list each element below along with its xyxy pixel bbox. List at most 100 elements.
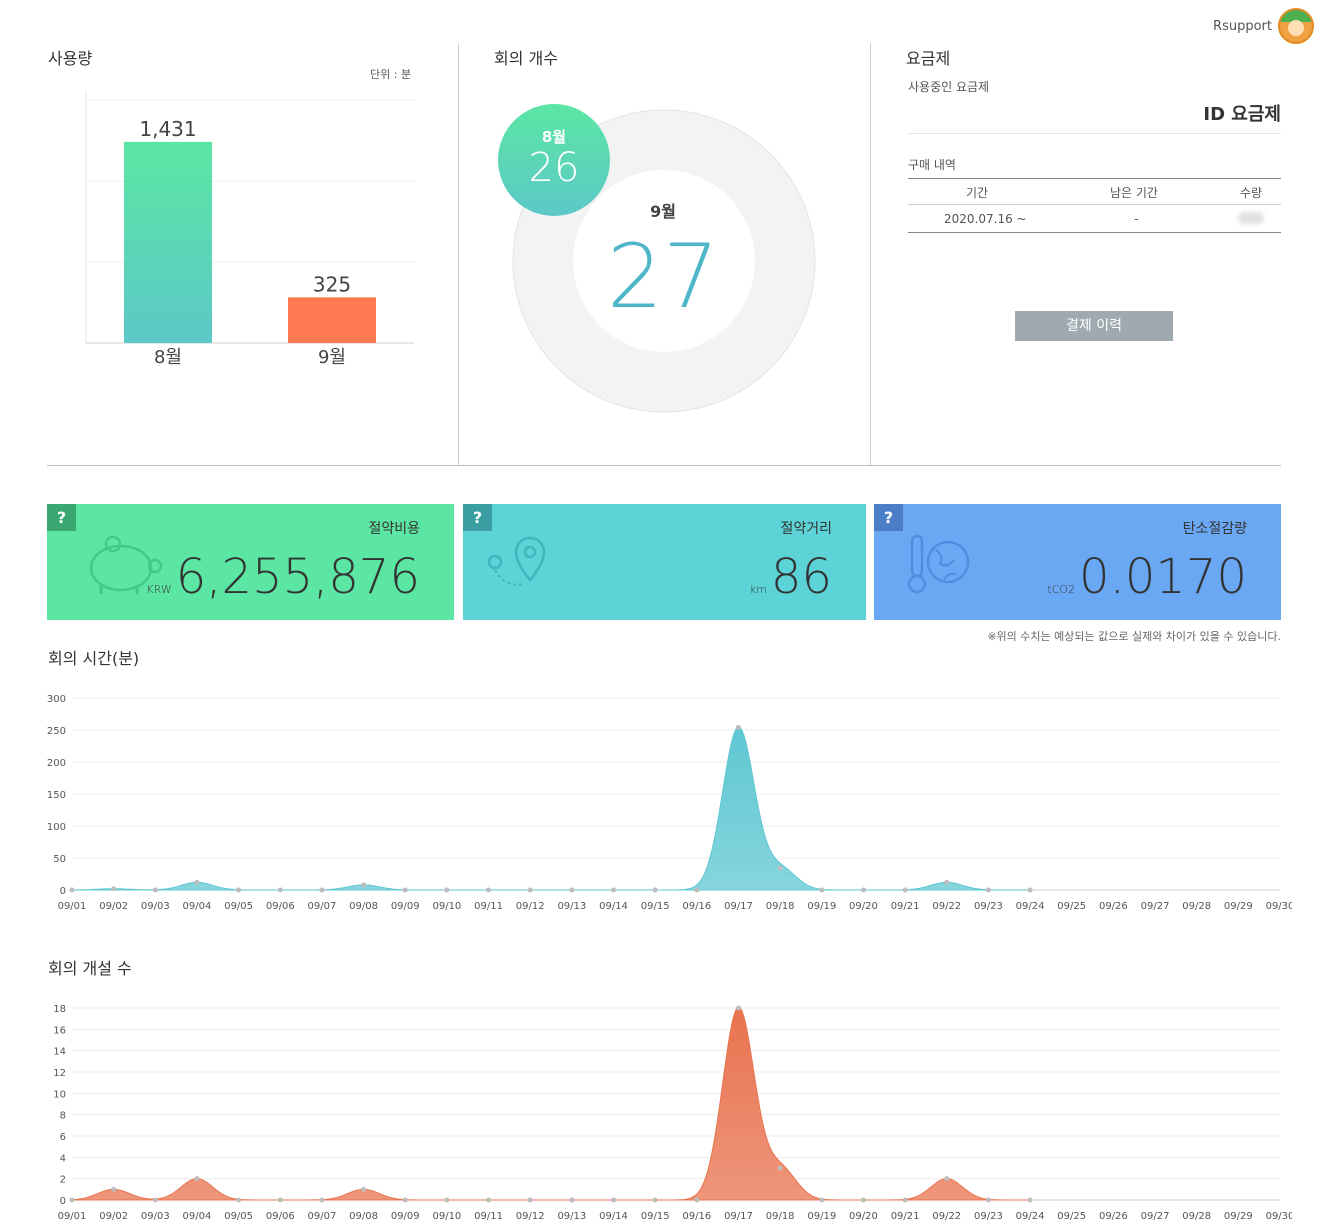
data-point[interactable] [361, 882, 367, 888]
x-tick-label: 09/06 [266, 1211, 295, 1222]
data-point[interactable] [69, 1197, 75, 1203]
y-tick-label: 250 [47, 726, 66, 737]
x-tick-label: 09/23 [974, 1211, 1003, 1222]
x-tick-label: 09/19 [807, 1211, 836, 1222]
data-point[interactable] [985, 887, 991, 893]
data-point[interactable] [777, 865, 783, 871]
data-point[interactable] [860, 887, 866, 893]
y-tick-label: 150 [47, 790, 66, 801]
data-point[interactable] [944, 879, 950, 885]
x-tick-label: 09/18 [766, 1211, 795, 1222]
row-quantity-blurred [1238, 212, 1264, 224]
avatar[interactable] [1278, 8, 1314, 44]
area-series [71, 1006, 1031, 1201]
data-point[interactable] [1027, 1197, 1033, 1203]
data-point[interactable] [527, 887, 533, 893]
x-tick-label: 09/25 [1057, 1211, 1086, 1222]
help-icon[interactable]: ? [463, 504, 492, 531]
meeting-count-chart: 0 2 4 6 8 10 12 14 16 18 09/01 09/02 09/03 09/04 09/05… [53, 1004, 1292, 1222]
user-name[interactable]: Rsupport [1213, 18, 1272, 34]
data-point[interactable] [319, 887, 325, 893]
data-point[interactable] [902, 1197, 908, 1203]
data-point[interactable] [69, 887, 75, 893]
data-point[interactable] [194, 1176, 200, 1182]
x-tick-label: 09/15 [641, 1211, 670, 1222]
data-point[interactable] [777, 1165, 783, 1171]
data-point[interactable] [735, 1005, 741, 1011]
payment-history-button[interactable]: 결제 이력 [1015, 311, 1173, 341]
usage-bar-value: 1,431 [139, 117, 196, 141]
usage-bar-value: 325 [313, 272, 351, 296]
y-tick-label: 10 [53, 1089, 66, 1100]
x-tick-label: 09/15 [641, 901, 670, 912]
data-point[interactable] [277, 887, 283, 893]
data-point[interactable] [1027, 887, 1033, 893]
x-tick-label: 09/08 [349, 1211, 378, 1222]
x-tick-label: 09/05 [224, 1211, 253, 1222]
user-menu[interactable]: Rsupport [1213, 8, 1314, 44]
data-point[interactable] [985, 1197, 991, 1203]
x-tick-label: 09/01 [58, 1211, 87, 1222]
data-point[interactable] [569, 887, 575, 893]
x-tick-label: 09/21 [891, 1211, 920, 1222]
data-point[interactable] [277, 1197, 283, 1203]
data-point[interactable] [694, 887, 700, 893]
x-tick-label: 09/26 [1099, 901, 1128, 912]
data-point[interactable] [694, 1197, 700, 1203]
data-point[interactable] [111, 1186, 117, 1192]
data-point[interactable] [152, 887, 158, 893]
x-tick-label: 09/05 [224, 901, 253, 912]
data-point[interactable] [944, 1176, 950, 1182]
help-icon[interactable]: ? [874, 504, 903, 531]
stat-value: 6,255,876 [175, 549, 420, 605]
data-point[interactable] [402, 887, 408, 893]
help-icon[interactable]: ? [47, 504, 76, 531]
y-tick-label: 14 [53, 1047, 66, 1058]
data-point[interactable] [361, 1186, 367, 1192]
column-quantity: 수량 [1240, 186, 1263, 200]
data-point[interactable] [819, 887, 825, 893]
data-point[interactable] [486, 1197, 492, 1203]
data-point[interactable] [444, 1197, 450, 1203]
prev-month-label: 8월 [542, 128, 566, 146]
data-point[interactable] [236, 1197, 242, 1203]
y-tick-label: 8 [60, 1111, 66, 1122]
data-point[interactable] [527, 1197, 533, 1203]
data-point[interactable] [860, 1197, 866, 1203]
x-tick-label: 09/25 [1057, 901, 1086, 912]
y-tick-label: 300 [47, 694, 66, 705]
data-point[interactable] [402, 1197, 408, 1203]
data-point[interactable] [652, 887, 658, 893]
cur-month-count: 27 [607, 225, 719, 328]
data-point[interactable] [152, 1197, 158, 1203]
data-point[interactable] [652, 1197, 658, 1203]
data-point[interactable] [194, 879, 200, 885]
data-point[interactable] [111, 886, 117, 892]
x-tick-label: 09/24 [1016, 901, 1045, 912]
data-point[interactable] [569, 1197, 575, 1203]
cur-month-label: 9월 [650, 202, 676, 221]
data-point[interactable] [611, 887, 617, 893]
data-point[interactable] [444, 887, 450, 893]
data-point[interactable] [236, 887, 242, 893]
data-point[interactable] [819, 1197, 825, 1203]
data-point[interactable] [319, 1197, 325, 1203]
y-tick-label: 0 [60, 886, 66, 897]
data-point[interactable] [611, 1197, 617, 1203]
x-tick-label: 09/09 [391, 1211, 420, 1222]
data-point[interactable] [735, 724, 741, 730]
x-tick-label: 09/28 [1182, 901, 1211, 912]
x-tick-label: 09/24 [1016, 1211, 1045, 1222]
x-tick-label: 09/08 [349, 901, 378, 912]
current-plan-label: 사용중인 요금제 [908, 80, 990, 94]
x-tick-label: 09/07 [308, 1211, 337, 1222]
data-point[interactable] [486, 887, 492, 893]
x-tick-label: 09/22 [932, 901, 961, 912]
x-tick-label: 09/18 [766, 901, 795, 912]
column-remaining: 남은 기간 [1110, 186, 1158, 200]
stat-card-distance: ? 절약거리 km86 [463, 504, 866, 620]
x-tick-label: 09/06 [266, 901, 295, 912]
x-tick-label: 09/12 [516, 1211, 545, 1222]
usage-bar-category: 9월 [318, 347, 346, 368]
data-point[interactable] [902, 887, 908, 893]
